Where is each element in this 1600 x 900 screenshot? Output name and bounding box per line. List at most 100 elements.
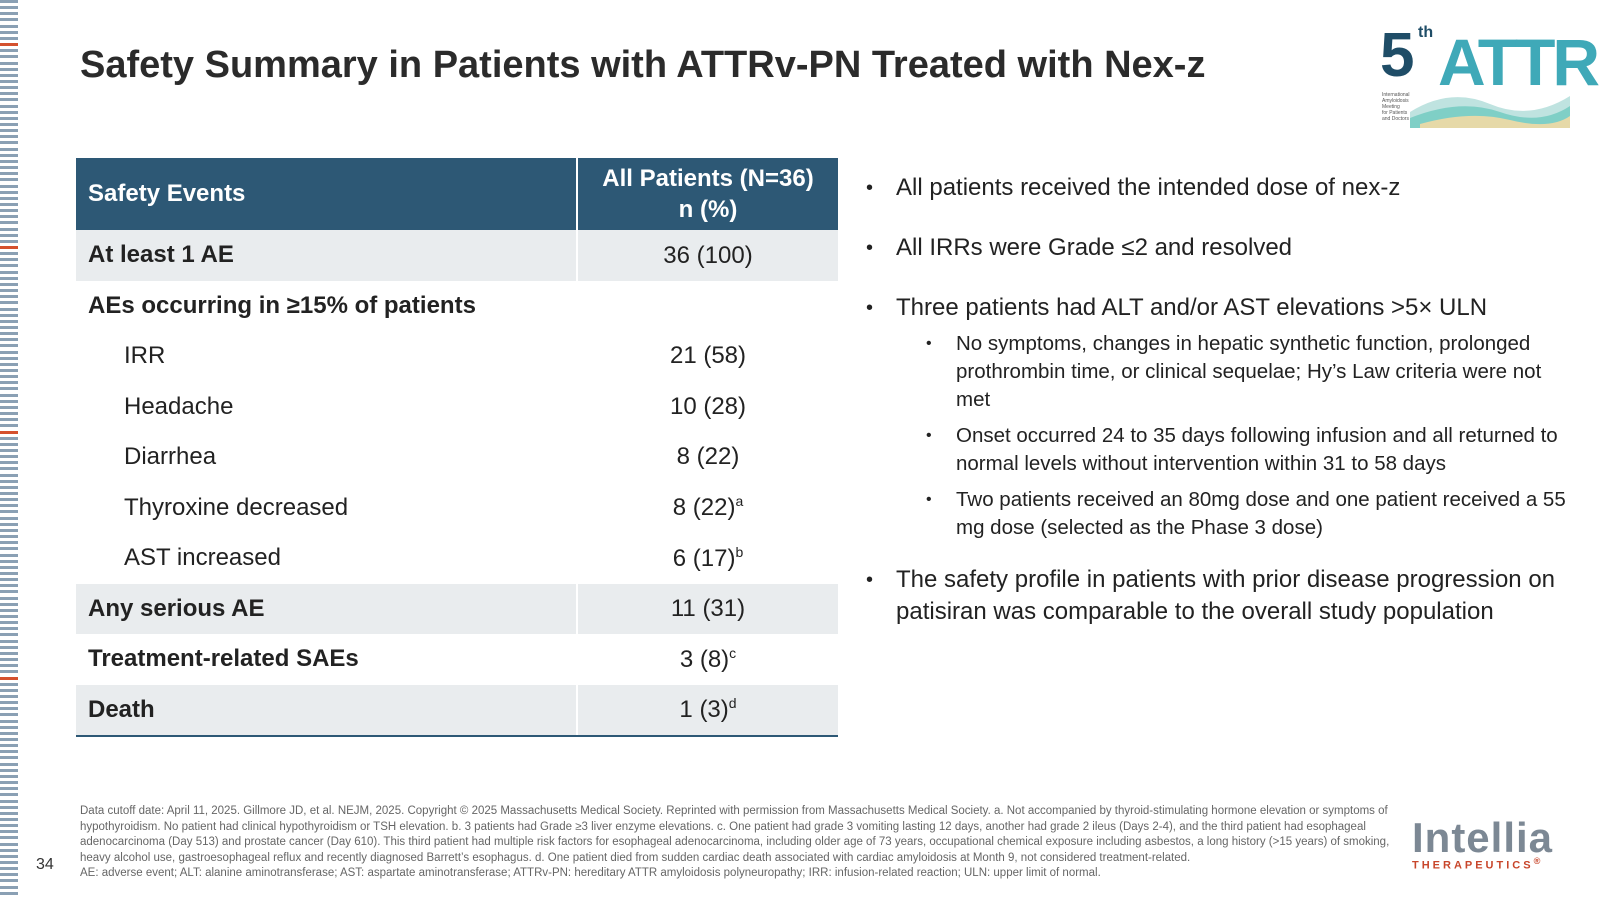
strip-segment [0, 891, 18, 895]
strip-segment [0, 412, 18, 416]
table-row: Diarrhea 8 (22) [76, 432, 838, 483]
strip-segment [0, 159, 18, 163]
strip-segment [0, 387, 18, 391]
row-value: 10 (28) [576, 381, 838, 432]
strip-segment [0, 369, 18, 372]
strip-segment [0, 116, 18, 120]
strip-segment [0, 596, 18, 600]
strip-segment [0, 141, 18, 145]
table-row: Thyroxine decreased 8 (22)a [76, 482, 838, 533]
strip-segment [0, 547, 18, 551]
footnote-main: Data cutoff date: April 11, 2025. Gillmo… [80, 805, 1390, 864]
strip-segment [0, 848, 18, 852]
strip-segment [0, 282, 18, 286]
strip-segment [0, 799, 18, 803]
strip-segment [0, 0, 18, 3]
row-value [576, 280, 838, 331]
strip-segment [0, 147, 18, 151]
strip-segment [0, 535, 18, 539]
page-number: 34 [36, 856, 54, 873]
strip-segment [0, 559, 18, 563]
strip-segment [0, 356, 18, 360]
strip-segment [0, 215, 18, 219]
strip-segment [0, 295, 18, 299]
strip-segment [0, 301, 18, 305]
strip-segment [0, 246, 18, 249]
strip-segment [0, 805, 18, 809]
strip-segment [0, 18, 18, 22]
strip-segment [0, 129, 18, 133]
strip-segment [0, 332, 18, 336]
strip-segment [0, 528, 18, 532]
strip-segment [0, 793, 18, 797]
strip-segment [0, 12, 18, 16]
strip-segment [0, 55, 18, 59]
strip-segment [0, 270, 18, 274]
strip-segment [0, 104, 18, 108]
strip-segment [0, 135, 18, 139]
strip-segment [0, 781, 18, 785]
table-row: AEs occurring in ≥15% of patients [76, 280, 838, 331]
table-row: Any serious AE 11 (31) [76, 583, 838, 634]
strip-segment [0, 861, 18, 864]
row-label: Death [76, 684, 577, 737]
strip-segment [0, 824, 18, 828]
row-label: Treatment-related SAEs [88, 645, 359, 673]
strip-segment [0, 836, 18, 840]
row-value: 6 (17)b [576, 533, 838, 584]
logo-sup: th [1418, 24, 1434, 41]
strip-segment [0, 190, 18, 194]
strip-segment [0, 227, 18, 231]
strip-segment [0, 590, 18, 594]
strip-segment [0, 467, 18, 471]
strip-segment [0, 196, 18, 200]
strip-segment [0, 719, 18, 723]
strip-segment [0, 313, 18, 317]
strip-segment [0, 319, 18, 323]
strip-segment [0, 67, 18, 71]
row-label: Thyroxine decreased [124, 493, 349, 521]
strip-segment [0, 670, 18, 674]
strip-segment [0, 676, 18, 680]
strip-segment [0, 738, 18, 741]
strip-segment [0, 289, 18, 293]
attr-meeting-logo: 5 th ATTR International Amyloidosis Meet… [1380, 20, 1600, 128]
row-value: 11 (31) [576, 583, 838, 634]
strip-segment [0, 442, 18, 446]
row-value: 21 (58) [576, 331, 838, 382]
row-value: 8 (22)a [576, 482, 838, 533]
strip-segment [0, 202, 18, 206]
strip-segment [0, 498, 18, 502]
strip-segment [0, 393, 18, 397]
strip-segment [0, 688, 18, 692]
strip-segment [0, 184, 18, 188]
safety-table: Safety Events All Patients (N=36) n (%) … [76, 158, 838, 737]
sub-bullet-item: Onset occurred 24 to 35 days following i… [926, 422, 1566, 478]
strip-segment [0, 49, 18, 53]
strip-segment [0, 307, 18, 311]
strip-segment [0, 43, 18, 47]
strip-segment [0, 682, 18, 686]
strip-segment [0, 750, 18, 754]
strip-segment [0, 418, 18, 422]
strip-segment [0, 61, 18, 65]
strip-segment [0, 713, 18, 717]
strip-segment [0, 768, 18, 772]
intellia-logo: Intellia THERAPEUTICS® [1412, 814, 1582, 874]
strip-segment [0, 264, 18, 268]
logo-word: ATTR [1438, 25, 1600, 99]
strip-segment [0, 854, 18, 858]
header-safety-events: Safety Events [76, 158, 577, 230]
strip-segment [0, 473, 18, 477]
strip-segment [0, 602, 18, 606]
strip-segment [0, 92, 18, 96]
strip-segment [0, 338, 18, 342]
bullet-item: Three patients had ALT and/or AST elevat… [866, 292, 1566, 542]
row-value: 8 (22) [576, 432, 838, 483]
strip-segment [0, 578, 18, 582]
strip-segment [0, 725, 18, 729]
strip-segment [0, 350, 18, 354]
strip-segment [0, 774, 18, 778]
strip-segment [0, 756, 18, 760]
strip-segment [0, 239, 18, 243]
